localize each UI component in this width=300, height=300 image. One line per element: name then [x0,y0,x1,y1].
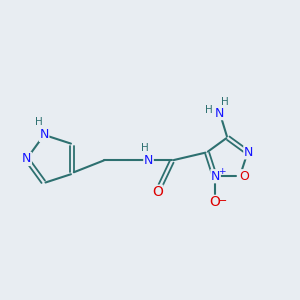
Text: H: H [205,105,212,115]
Text: −: − [218,196,227,206]
Text: N: N [211,170,220,183]
Text: +: + [218,167,226,176]
Text: H: H [35,116,43,127]
Text: N: N [144,154,153,167]
Text: O: O [152,185,163,199]
Text: N: N [215,106,224,120]
Text: O: O [239,170,249,183]
Text: N: N [22,152,31,165]
Text: N: N [39,128,49,141]
Text: H: H [141,143,149,153]
Text: O: O [209,195,220,209]
Text: H: H [221,97,229,107]
Text: N: N [244,146,253,159]
